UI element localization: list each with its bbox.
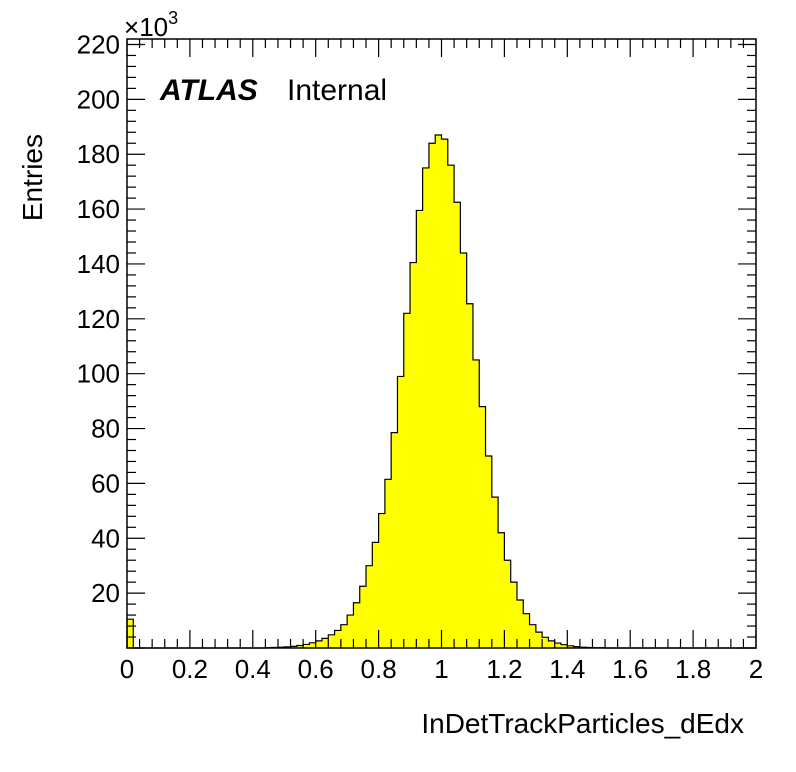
y-tick-label: 20 <box>91 578 120 608</box>
histogram-bin <box>516 599 524 648</box>
histogram-bin <box>529 624 537 648</box>
y-tick-label: 180 <box>77 139 120 169</box>
histogram-bin <box>542 637 549 648</box>
histogram-bin <box>472 359 480 648</box>
histogram-bin <box>460 252 468 649</box>
histogram-bin <box>378 513 386 648</box>
histogram-bin <box>410 262 417 648</box>
histogram-bin <box>303 644 310 648</box>
histogram-bin <box>454 202 461 649</box>
plot-frame <box>126 38 757 649</box>
x-tick-label: 0.6 <box>298 654 334 684</box>
histogram-bin <box>498 532 505 648</box>
y-multiplier-base: 10 <box>139 12 168 42</box>
atlas-label: ATLAS <box>159 74 258 107</box>
y-tick-label: 140 <box>77 249 120 279</box>
histogram-bin <box>403 313 411 648</box>
y-tick-label: 160 <box>77 194 120 224</box>
x-tick-label: 1 <box>434 654 448 684</box>
histogram-bin <box>523 613 530 648</box>
histogram-bin <box>466 303 474 648</box>
histogram-bin <box>315 640 323 648</box>
histogram-bin <box>366 565 373 648</box>
histogram-bin <box>384 479 392 648</box>
histogram-bin <box>428 143 436 649</box>
histogram-bin <box>372 542 379 648</box>
histogram-bin <box>290 646 298 648</box>
atlas-status: Internal <box>287 74 387 107</box>
x-tick-label: 2 <box>749 654 763 684</box>
histogram-bin <box>353 602 361 648</box>
x-tick-label: 0.4 <box>235 654 271 684</box>
histogram-bin <box>321 638 329 648</box>
histogram-bin <box>485 455 493 648</box>
y-multiplier-exponent: 3 <box>168 8 178 28</box>
histogram-bin <box>554 643 562 648</box>
histogram-bin <box>567 645 574 648</box>
histogram-bars <box>127 135 606 649</box>
y-tick-label: 60 <box>91 468 120 498</box>
y-tick-label: 100 <box>77 359 120 389</box>
x-axis-title: InDetTrackParticles_dEdx <box>421 708 744 739</box>
y-tick-label: 120 <box>77 304 120 334</box>
histogram-bin <box>479 406 486 648</box>
histogram-bin <box>328 634 335 648</box>
histogram-bin <box>510 582 518 648</box>
histogram-bin <box>422 167 430 648</box>
x-tick-label: 1.6 <box>612 654 648 684</box>
histogram-bin <box>296 645 304 648</box>
histogram-bin <box>127 619 134 648</box>
histogram-bin <box>441 139 449 649</box>
histogram-bin <box>359 586 367 648</box>
x-tick-label: 1.2 <box>486 654 522 684</box>
y-tick-label: 40 <box>91 523 120 553</box>
y-axis-title: Entries <box>17 134 48 221</box>
x-tick-label: 0.8 <box>361 654 397 684</box>
histogram-bin <box>548 640 556 648</box>
histogram-bin <box>397 376 405 648</box>
histogram-bin <box>447 165 455 648</box>
y-tick-label: 200 <box>77 84 120 114</box>
histogram-bin <box>391 432 398 648</box>
x-tick-label: 1.4 <box>549 654 585 684</box>
histogram-bin <box>347 615 354 648</box>
y-multiplier-prefix: × <box>124 12 139 42</box>
y-tick-label: 220 <box>77 29 120 59</box>
histogram-bin <box>340 624 348 648</box>
histogram-bin <box>491 497 499 648</box>
x-tick-label: 1.8 <box>675 654 711 684</box>
histogram-bin <box>435 135 442 648</box>
histogram-bin <box>309 642 317 648</box>
histogram-bin <box>504 560 512 648</box>
histogram-bin <box>535 632 543 648</box>
y-multiplier: ×103 <box>124 8 178 42</box>
x-tick-label: 0.2 <box>172 654 208 684</box>
y-tick-labels: 20 40 60 80 100 120 140 160 180 200 220 <box>77 29 120 608</box>
histogram-bin <box>416 210 424 648</box>
x-tick-label: 0 <box>120 654 134 684</box>
histogram-bin <box>334 630 342 648</box>
x-tick-labels: 0 0.2 0.4 0.6 0.8 1 1.2 1.4 1.6 1.8 2 <box>120 654 763 684</box>
y-tick-label: 80 <box>91 414 120 444</box>
histogram-bin <box>561 644 568 648</box>
